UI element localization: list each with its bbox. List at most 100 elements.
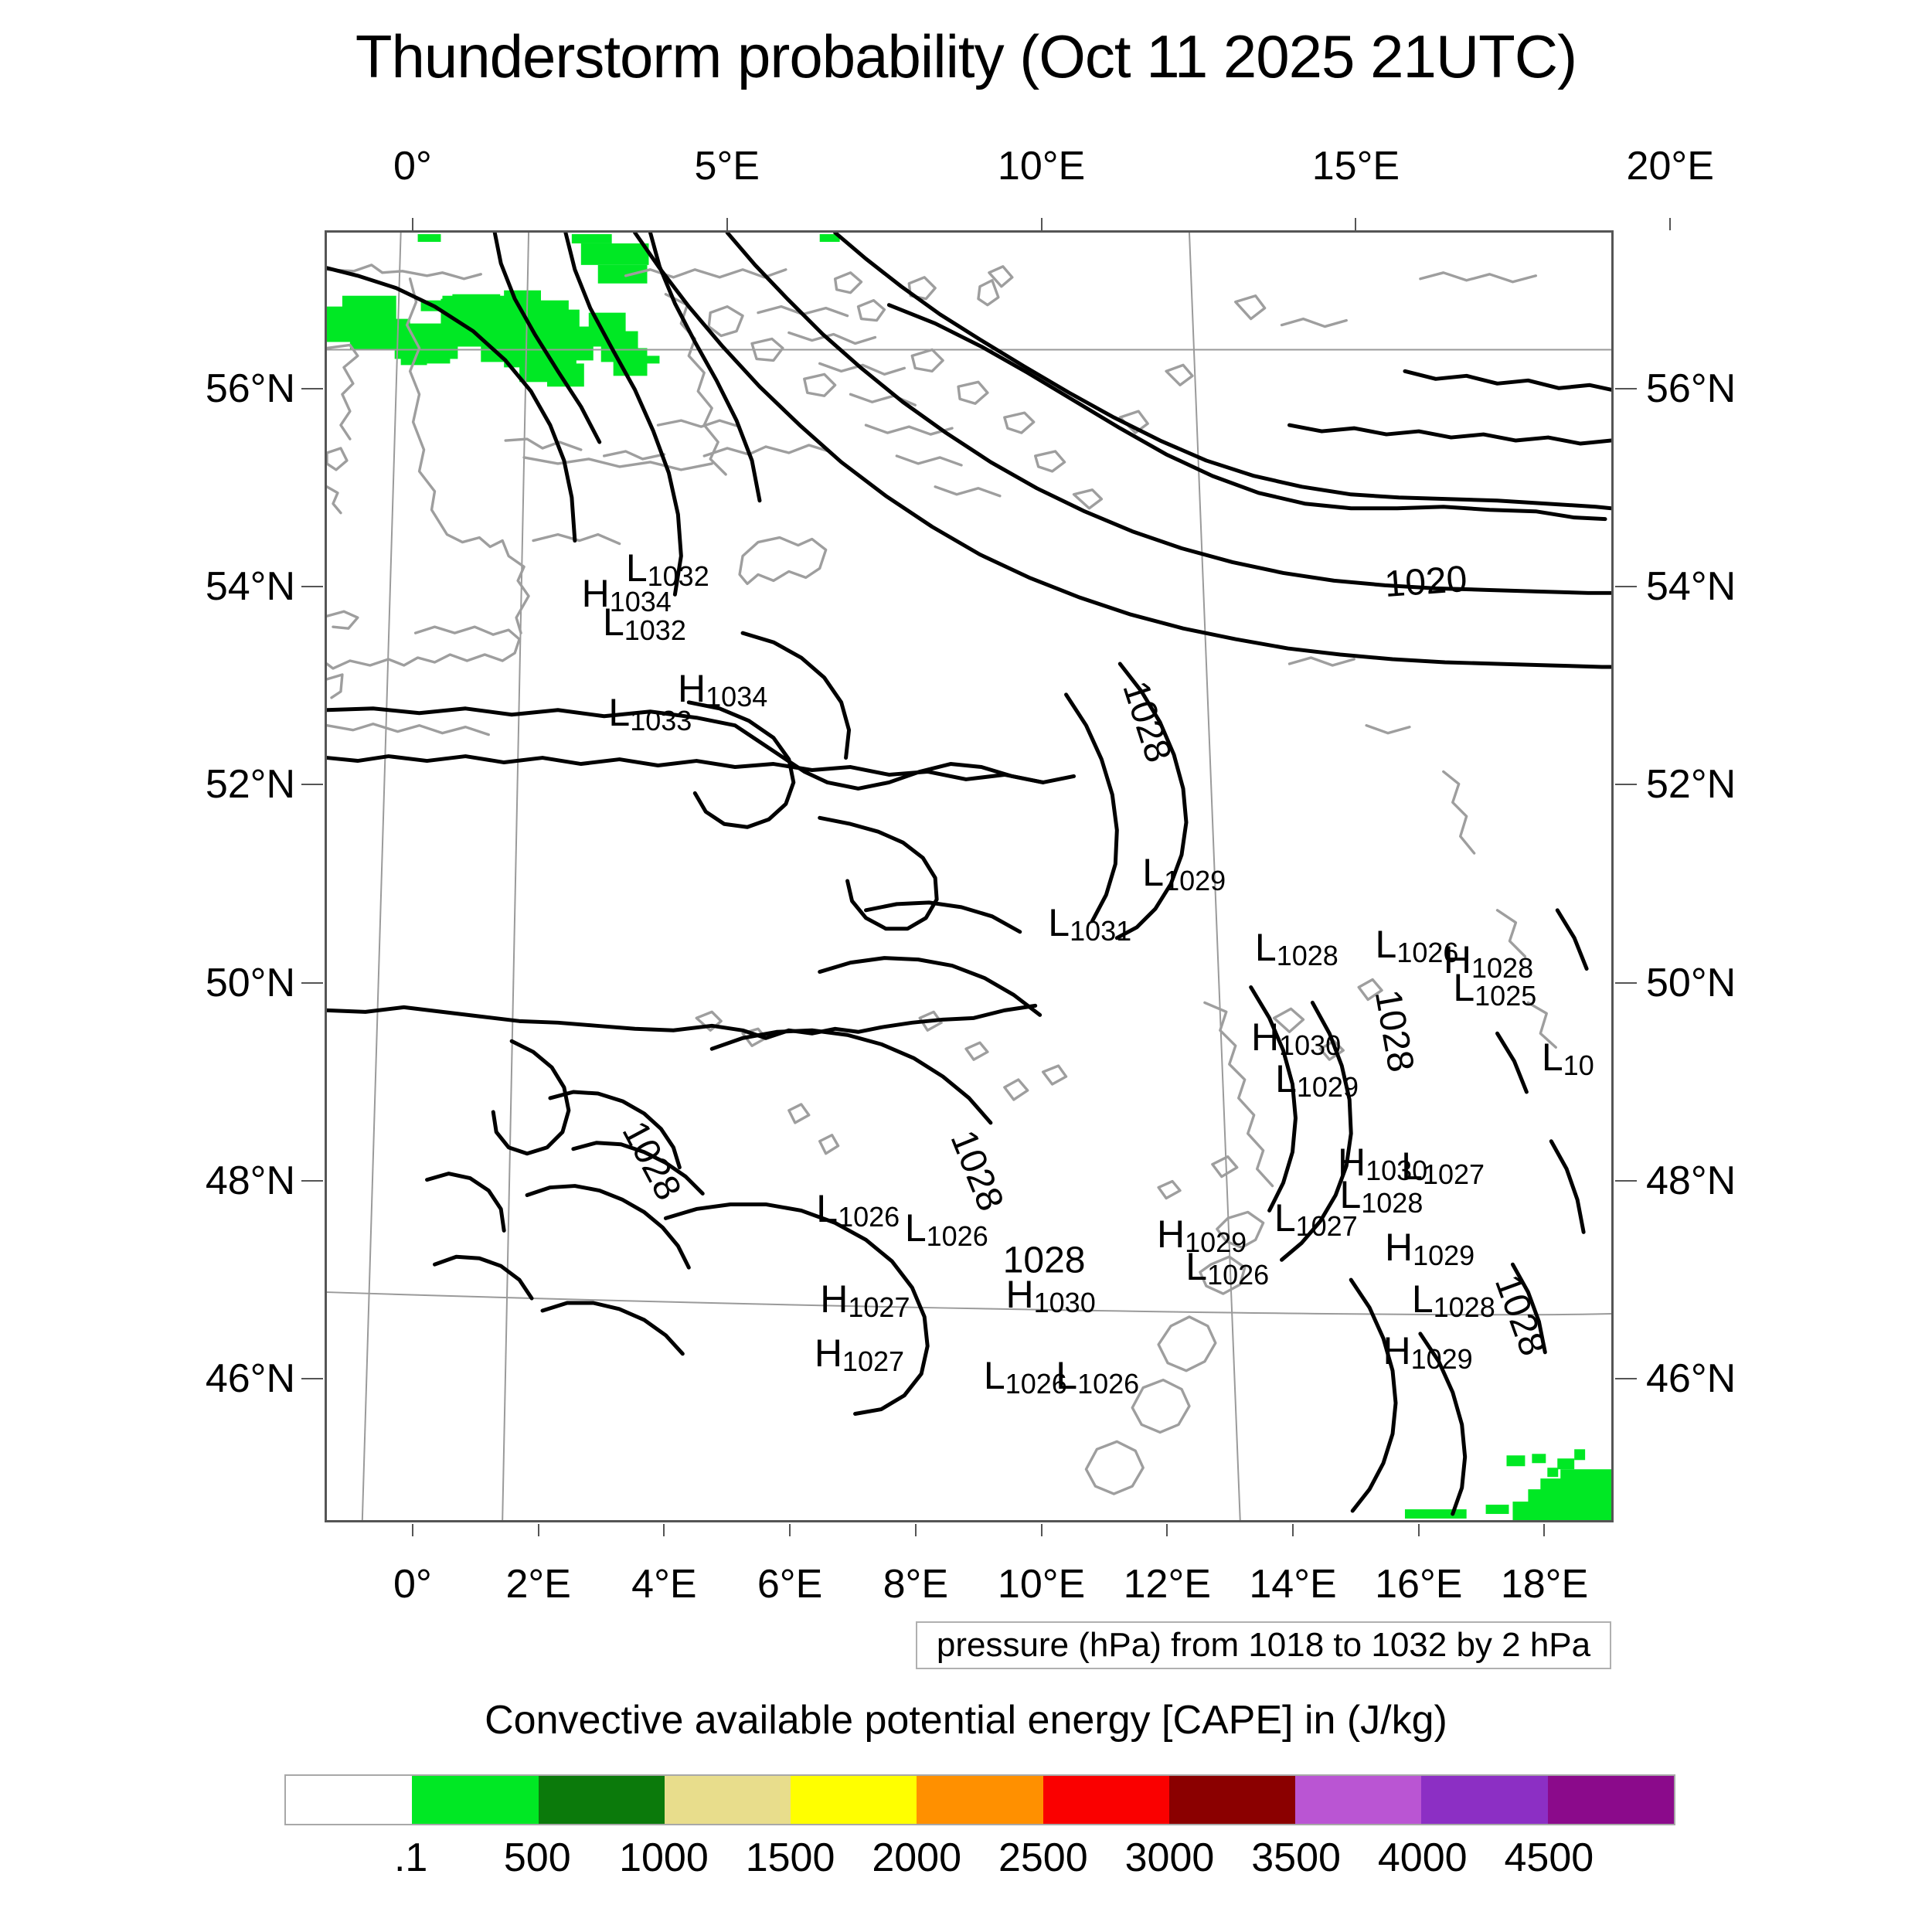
contour-value-label: 1020 bbox=[1383, 559, 1469, 606]
colorbar-swatch[interactable] bbox=[1168, 1776, 1296, 1824]
extremum-type: H bbox=[1005, 1272, 1034, 1316]
lat-label-left: 48°N bbox=[205, 1158, 295, 1203]
lat-label-right: 56°N bbox=[1646, 366, 1736, 411]
colorbar-swatch[interactable] bbox=[538, 1776, 665, 1824]
colorbar-swatch[interactable] bbox=[1295, 1776, 1422, 1824]
extremum-value: 1028 bbox=[1471, 951, 1534, 984]
map-svg bbox=[327, 233, 1611, 1520]
extremum-type: L bbox=[1411, 1277, 1434, 1321]
colorbar-tick-label: 1500 bbox=[745, 1835, 835, 1880]
cape-colorbar[interactable] bbox=[284, 1774, 1675, 1825]
extremum-value: 1028 bbox=[1276, 939, 1338, 971]
extremum-value: 1031 bbox=[1070, 915, 1132, 947]
lat-tick-right bbox=[1615, 981, 1637, 984]
lon-tick-top bbox=[1669, 218, 1672, 230]
colorbar-tick-label: 3000 bbox=[1124, 1835, 1215, 1880]
lat-tick-left bbox=[301, 784, 323, 786]
lat-label-right: 54°N bbox=[1646, 564, 1736, 610]
lat-tick-left bbox=[301, 387, 323, 389]
colorbar-swatch[interactable] bbox=[1421, 1776, 1548, 1824]
lon-label-bottom: 6°E bbox=[757, 1562, 823, 1607]
extremum-value: 1028 bbox=[1433, 1291, 1495, 1323]
extremum-type: L bbox=[1142, 851, 1165, 895]
colorbar-tick-label: 4500 bbox=[1504, 1835, 1594, 1880]
low-pressure-label: L1033 bbox=[608, 693, 692, 735]
low-pressure-label: L1027 bbox=[1401, 1144, 1485, 1189]
lon-tick-bottom bbox=[663, 1524, 665, 1536]
extremum-value: 1029 bbox=[1413, 1239, 1475, 1271]
extremum-value: 1032 bbox=[624, 614, 686, 647]
low-pressure-label: L1032 bbox=[603, 603, 686, 645]
extremum-value: 1034 bbox=[706, 681, 768, 713]
lon-label-bottom: 18°E bbox=[1500, 1562, 1589, 1607]
low-pressure-label: L1025 bbox=[1453, 965, 1536, 1010]
low-pressure-label: L1026 bbox=[1056, 1353, 1139, 1398]
extremum-type: L bbox=[1339, 1173, 1362, 1217]
extremum-value: 1029 bbox=[1185, 1226, 1247, 1259]
high-pressure-label: H1034 bbox=[678, 669, 767, 711]
low-pressure-label: L1029 bbox=[1275, 1057, 1359, 1101]
extremum-value: 1029 bbox=[1164, 865, 1226, 897]
extremum-type: H bbox=[814, 1331, 842, 1375]
lon-tick-bottom bbox=[1166, 1524, 1168, 1536]
colorbar-tick-label: 1000 bbox=[619, 1835, 709, 1880]
lon-label-bottom: 2°E bbox=[505, 1562, 571, 1607]
extremum-type: L bbox=[1056, 1353, 1078, 1397]
colorbar-swatch[interactable] bbox=[412, 1776, 539, 1824]
lon-tick-top bbox=[411, 218, 413, 230]
extremum-type: L bbox=[1185, 1244, 1208, 1288]
extremum-type: L bbox=[625, 546, 648, 590]
extremum-type: L bbox=[1275, 1057, 1297, 1101]
extremum-type: L bbox=[1274, 1196, 1296, 1240]
extremum-value: 1027 bbox=[848, 1291, 910, 1323]
lat-tick-left bbox=[301, 1179, 323, 1182]
lat-tick-left bbox=[301, 1378, 323, 1380]
extremum-value: 1029 bbox=[1296, 1071, 1359, 1104]
colorbar-tick-label: 3500 bbox=[1251, 1835, 1341, 1880]
low-pressure-label: L10 bbox=[1542, 1038, 1594, 1080]
lon-label-bottom: 4°E bbox=[631, 1562, 697, 1607]
lat-tick-right bbox=[1615, 387, 1637, 389]
colorbar-swatch[interactable] bbox=[917, 1776, 1043, 1824]
colorbar-swatch[interactable] bbox=[1547, 1776, 1674, 1824]
lon-tick-bottom bbox=[537, 1524, 539, 1536]
extremum-type: H bbox=[1250, 1015, 1280, 1059]
low-pressure-label: L1028 bbox=[1339, 1173, 1423, 1217]
extremum-value: 1027 bbox=[1295, 1210, 1358, 1243]
lon-label-top: 5°E bbox=[694, 144, 760, 189]
extremum-value: 1030 bbox=[1366, 1154, 1428, 1186]
lon-tick-bottom bbox=[411, 1524, 413, 1536]
low-pressure-label: L1026 bbox=[984, 1356, 1067, 1398]
lat-label-left: 56°N bbox=[205, 366, 295, 411]
lon-tick-top bbox=[726, 218, 728, 230]
isobar-contours bbox=[327, 233, 1611, 1516]
lat-tick-right bbox=[1615, 784, 1637, 786]
extremum-value: 1026 bbox=[1077, 1367, 1140, 1400]
extremum-type: L bbox=[1401, 1144, 1423, 1188]
extremum-type: H bbox=[820, 1277, 849, 1321]
lat-label-left: 46°N bbox=[205, 1356, 295, 1402]
lon-tick-bottom bbox=[1417, 1524, 1420, 1536]
colorbar-tick-label: 4000 bbox=[1377, 1835, 1468, 1880]
lat-label-right: 52°N bbox=[1646, 762, 1736, 808]
high-pressure-label: H1027 bbox=[814, 1331, 904, 1376]
low-pressure-label: L1026 bbox=[905, 1209, 988, 1250]
low-pressure-label: L1028 bbox=[1254, 925, 1338, 970]
high-pressure-label: H1029 bbox=[1385, 1228, 1475, 1270]
lat-label-left: 50°N bbox=[205, 960, 295, 1005]
map-plot-area[interactable] bbox=[325, 230, 1614, 1522]
colorbar-swatch[interactable] bbox=[791, 1776, 917, 1824]
extremum-type: L bbox=[1453, 965, 1475, 1009]
extremum-type: L bbox=[1254, 925, 1277, 969]
graticule bbox=[327, 233, 1611, 1520]
high-pressure-label: H1034 bbox=[582, 574, 672, 616]
colorbar-swatch[interactable] bbox=[286, 1776, 413, 1824]
low-pressure-label: L1028 bbox=[1411, 1277, 1495, 1321]
colorbar-swatch[interactable] bbox=[664, 1776, 791, 1824]
lat-tick-left bbox=[301, 586, 323, 588]
page-title: Thunderstorm probability (Oct 11 2025 21… bbox=[355, 22, 1577, 90]
extremum-value: 1032 bbox=[647, 560, 709, 593]
lon-tick-top bbox=[1355, 218, 1357, 230]
colorbar-swatch[interactable] bbox=[1043, 1776, 1169, 1824]
lat-tick-right bbox=[1615, 586, 1637, 588]
